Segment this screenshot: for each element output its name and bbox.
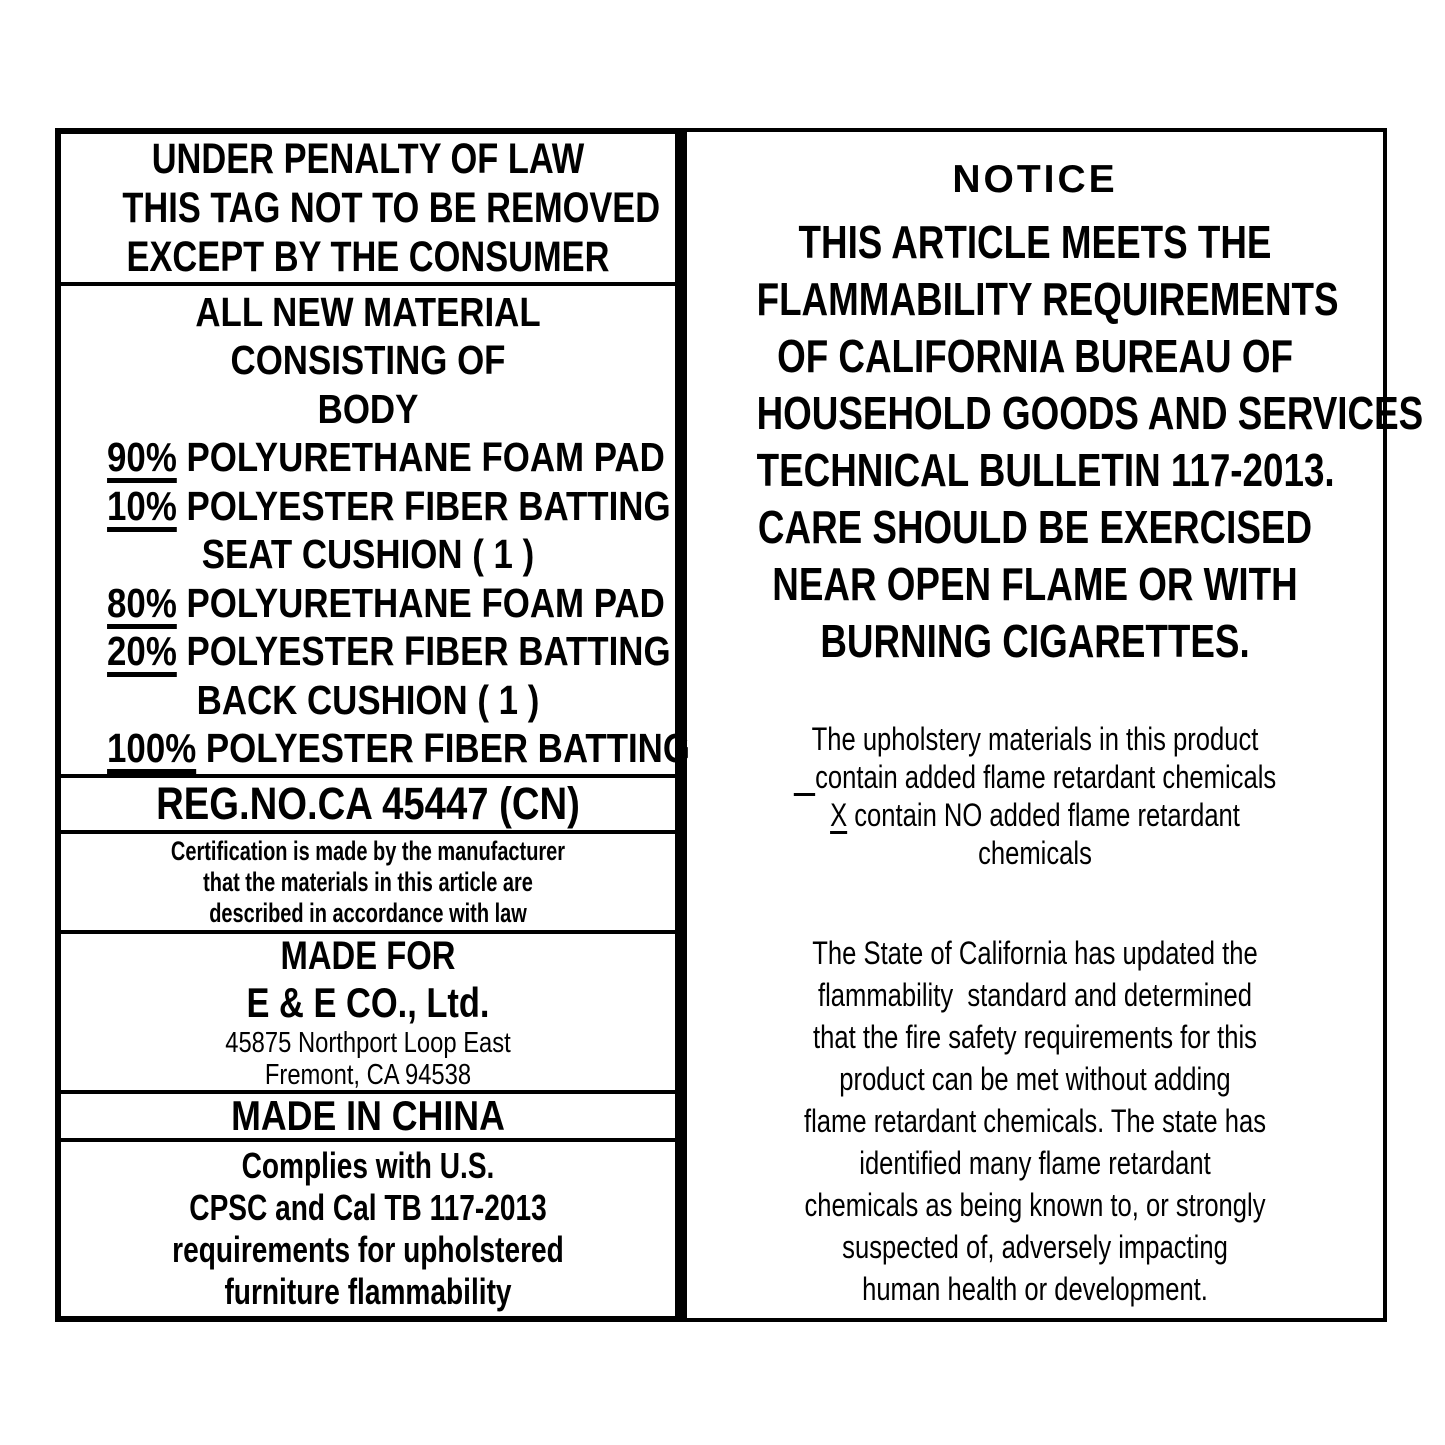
text-line: product can be met without adding bbox=[839, 1061, 1231, 1097]
materials-list: ALL NEW MATERIAL CONSISTING OF BODY 90% POL… bbox=[107, 288, 690, 773]
made-for-title: MADE FOR bbox=[280, 933, 456, 978]
label-row: UNDER PENALTY OF LAW THIS TAG NOT TO BE R… bbox=[55, 128, 1424, 1322]
text-line: 100% POLYESTER FIBER BATTING bbox=[107, 725, 690, 771]
state-update-paragraph: The State of California has updated the f… bbox=[757, 932, 1314, 1310]
text-line: 10% POLYESTER FIBER BATTING bbox=[107, 482, 671, 529]
text-line: The State of California has updated the bbox=[812, 935, 1258, 971]
text-line: 80% POLYURETHANE FOAM PAD bbox=[107, 579, 665, 626]
text-line: BACK CUSHION ( 1 ) bbox=[196, 676, 540, 723]
text-line: NEAR OPEN FLAME OR WITH bbox=[772, 558, 1298, 610]
text-line: ALL NEW MATERIAL bbox=[195, 288, 541, 335]
text-line: furniture flammability bbox=[224, 1271, 512, 1312]
underlined-value: 10% bbox=[107, 482, 177, 529]
reg-no-section: REG.NO.CA 45447 (CN) bbox=[61, 778, 675, 834]
underlined-value: 20% bbox=[107, 628, 177, 674]
text-line: that the materials in this article are bbox=[203, 866, 533, 897]
made-for-section: MADE FOR E & E CO., Ltd. 45875 Northport… bbox=[61, 934, 675, 1094]
text-line: 20% POLYESTER FIBER BATTING bbox=[107, 628, 671, 674]
reg-no-text: REG.NO.CA 45447 (CN) bbox=[156, 778, 580, 829]
text-line: human health or development. bbox=[862, 1271, 1208, 1307]
penalty-text: UNDER PENALTY OF LAW THIS TAG NOT TO BE R… bbox=[122, 134, 661, 282]
made-in-section: MADE IN CHINA bbox=[61, 1094, 675, 1142]
text-line: THIS ARTICLE MEETS THE bbox=[798, 216, 1272, 268]
underlined-value bbox=[794, 759, 815, 795]
text-line: THIS TAG NOT TO BE REMOVED bbox=[122, 183, 661, 232]
text-line: flame retardant chemicals. The state has bbox=[804, 1103, 1266, 1139]
made-in-text: MADE IN CHINA bbox=[231, 1092, 505, 1139]
text-line: UNDER PENALTY OF LAW bbox=[151, 134, 585, 183]
text-line: contain added flame retardant chemicals bbox=[757, 758, 1314, 796]
notice-title: NOTICE bbox=[952, 158, 1118, 201]
penalty-section: UNDER PENALTY OF LAW THIS TAG NOT TO BE R… bbox=[61, 134, 675, 286]
text-line: SEAT CUSHION ( 1 ) bbox=[201, 531, 535, 577]
text-line: HOUSEHOLD GOODS AND SERVICES bbox=[756, 387, 1424, 439]
text-line: Complies with U.S. bbox=[241, 1145, 495, 1186]
text-line: that the fire safety requirements for th… bbox=[813, 1019, 1257, 1055]
text-line: flammability standard and determined bbox=[818, 977, 1252, 1013]
compliance-section: Complies with U.S. CPSC and Cal TB 117-20… bbox=[61, 1142, 675, 1316]
left-label-panel: UNDER PENALTY OF LAW THIS TAG NOT TO BE R… bbox=[55, 128, 690, 1322]
text-line: TECHNICAL BULLETIN 117-2013. bbox=[756, 444, 1335, 496]
certification-text: Certification is made by the manufacture… bbox=[141, 836, 595, 929]
text-line: The upholstery materials in this product bbox=[811, 721, 1259, 757]
text-line: identified many flame retardant bbox=[859, 1145, 1211, 1181]
text-line: CARE SHOULD BE EXERCISED bbox=[757, 501, 1313, 553]
flammability-heading: THIS ARTICLE MEETS THE FLAMMABILITY REQUI… bbox=[756, 214, 1424, 670]
text-line: EXCEPT BY THE CONSUMER bbox=[126, 232, 610, 281]
text-line: OF CALIFORNIA BUREAU OF bbox=[777, 330, 1293, 382]
text-line: requirements for upholstered bbox=[172, 1229, 564, 1270]
made-for-address-line2: Fremont, CA 94538 bbox=[264, 1058, 472, 1091]
materials-section: ALL NEW MATERIAL CONSISTING OF BODY 90% POL… bbox=[61, 286, 690, 778]
right-label-panel: NOTICE THIS ARTICLE MEETS THE FLAMMABILIT… bbox=[680, 128, 1424, 1322]
text-line: described in accordance with law bbox=[209, 897, 527, 928]
text-line: FLAMMABILITY REQUIREMENTS bbox=[756, 273, 1339, 325]
compliance-text: Complies with U.S. CPSC and Cal TB 117-20… bbox=[129, 1145, 608, 1313]
text-line: BURNING CIGARETTES. bbox=[820, 615, 1250, 667]
text-line: 90% POLYURETHANE FOAM PAD bbox=[107, 434, 665, 480]
underlined-value: 80% bbox=[107, 579, 177, 626]
made-for-company: E & E CO., Ltd. bbox=[246, 978, 490, 1026]
underlined-value: 90% bbox=[107, 434, 177, 480]
text-line: CPSC and Cal TB 117-2013 bbox=[189, 1187, 547, 1228]
text-line: suspected of, adversely impacting bbox=[842, 1229, 1228, 1265]
text-line: chemicals bbox=[978, 835, 1092, 871]
certification-section: Certification is made by the manufacture… bbox=[61, 834, 675, 934]
flame-retardant-statement: The upholstery materials in this product… bbox=[757, 720, 1314, 872]
text-line: chemicals as being known to, or strongly bbox=[804, 1187, 1266, 1223]
underlined-value: X bbox=[830, 797, 848, 833]
made-for-address-line1: 45875 Northport Loop East bbox=[225, 1026, 511, 1059]
text-line: BODY bbox=[317, 385, 419, 432]
text-line: Certification is made by the manufacture… bbox=[170, 835, 566, 866]
text-line: X contain NO added flame retardant bbox=[830, 797, 1240, 833]
underlined-value: 100% bbox=[107, 725, 197, 771]
text-line: CONSISTING OF bbox=[230, 337, 506, 383]
